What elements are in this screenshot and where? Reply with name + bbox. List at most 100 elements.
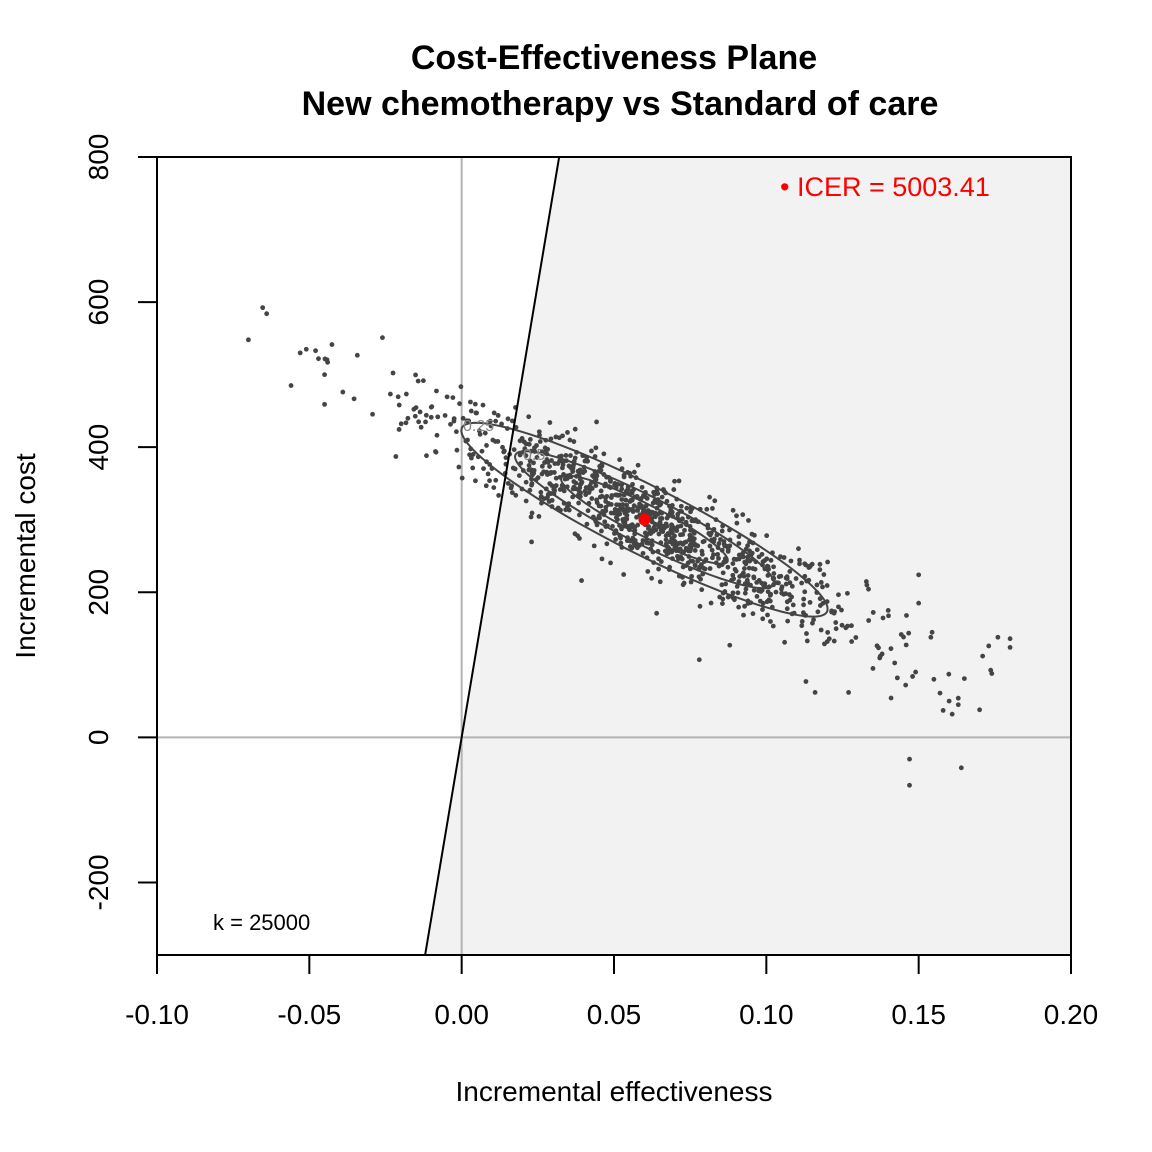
simulation-point	[799, 623, 805, 629]
simulation-point	[547, 420, 553, 425]
simulation-point	[526, 414, 532, 420]
simulation-point	[479, 448, 485, 454]
simulation-point	[907, 782, 912, 788]
simulation-point	[609, 493, 615, 498]
simulation-point	[608, 560, 613, 566]
chart-title: Cost-Effectiveness Plane	[411, 39, 817, 77]
simulation-point	[593, 445, 599, 451]
simulation-point	[590, 473, 595, 479]
simulation-point	[627, 499, 633, 504]
simulation-point	[743, 586, 749, 592]
simulation-point	[689, 573, 695, 579]
simulation-point	[567, 437, 573, 443]
simulation-point	[512, 466, 518, 472]
simulation-point	[812, 689, 818, 695]
simulation-point	[493, 418, 499, 424]
simulation-point	[818, 627, 824, 633]
simulation-point	[680, 532, 686, 537]
simulation-point	[802, 561, 808, 567]
simulation-point	[681, 540, 687, 546]
simulation-point	[803, 679, 809, 684]
simulation-point	[599, 528, 604, 534]
wtp-label: k = 25000	[213, 910, 310, 935]
simulation-point	[582, 468, 588, 474]
simulation-point	[594, 419, 599, 425]
simulation-point	[793, 576, 799, 581]
simulation-point	[325, 359, 331, 365]
simulation-point	[892, 660, 898, 666]
simulation-point	[620, 517, 626, 522]
simulation-point	[370, 411, 375, 417]
simulation-point	[420, 378, 426, 384]
simulation-point	[916, 600, 922, 606]
simulation-point	[646, 524, 652, 529]
simulation-point	[531, 460, 536, 466]
y-tick-label: 400	[83, 424, 114, 471]
simulation-point	[418, 424, 424, 430]
simulation-point	[665, 531, 671, 536]
simulation-point	[557, 487, 563, 492]
simulation-point	[688, 558, 694, 564]
simulation-point	[710, 555, 715, 561]
simulation-point	[599, 493, 605, 499]
simulation-point	[684, 505, 690, 511]
icer-point	[638, 513, 651, 526]
simulation-point	[354, 352, 360, 358]
simulation-point	[817, 561, 823, 567]
simulation-point	[677, 546, 683, 552]
simulation-point	[603, 508, 609, 514]
simulation-point	[839, 622, 845, 628]
simulation-point	[260, 305, 266, 311]
simulation-point	[329, 342, 335, 347]
simulation-point	[585, 508, 591, 514]
simulation-point	[836, 604, 841, 610]
simulation-point	[671, 487, 677, 492]
simulation-point	[509, 490, 515, 496]
simulation-point	[864, 582, 870, 588]
simulation-point	[783, 581, 789, 587]
simulation-point	[484, 443, 489, 448]
simulation-point	[529, 482, 534, 488]
simulation-point	[552, 488, 558, 494]
simulation-point	[747, 558, 753, 564]
simulation-point	[696, 574, 702, 580]
simulation-point	[806, 565, 812, 570]
simulation-point	[548, 470, 554, 475]
simulation-point	[570, 486, 576, 492]
simulation-point	[527, 487, 533, 493]
simulation-point	[800, 610, 806, 616]
simulation-point	[894, 675, 900, 681]
simulation-point	[839, 607, 844, 613]
simulation-point	[598, 488, 604, 494]
simulation-point	[608, 502, 614, 507]
simulation-point	[423, 412, 429, 418]
simulation-point	[459, 475, 465, 481]
simulation-point	[986, 643, 992, 649]
simulation-point	[380, 335, 385, 341]
contour-label: 0.25	[463, 418, 494, 435]
simulation-point	[551, 470, 557, 475]
simulation-point	[720, 601, 725, 607]
simulation-point	[500, 444, 505, 450]
simulation-point	[672, 478, 677, 484]
simulation-point	[741, 566, 747, 571]
simulation-point	[715, 551, 721, 557]
x-tick-label: -0.05	[277, 999, 341, 1030]
simulation-point	[787, 569, 793, 574]
simulation-point	[844, 590, 850, 596]
simulation-point	[754, 593, 760, 599]
simulation-point	[779, 586, 784, 592]
simulation-point	[682, 527, 687, 533]
simulation-point	[799, 580, 805, 586]
simulation-point	[870, 666, 876, 671]
simulation-point	[416, 419, 422, 425]
simulation-point	[470, 451, 476, 457]
simulation-point	[622, 521, 628, 527]
simulation-point	[760, 607, 765, 612]
simulation-point	[678, 503, 684, 509]
simulation-point	[652, 510, 658, 516]
y-axis: -200 0 200 400 600 800	[83, 134, 158, 910]
simulation-point	[644, 531, 650, 537]
simulation-point	[617, 492, 623, 498]
simulation-point	[746, 565, 752, 571]
